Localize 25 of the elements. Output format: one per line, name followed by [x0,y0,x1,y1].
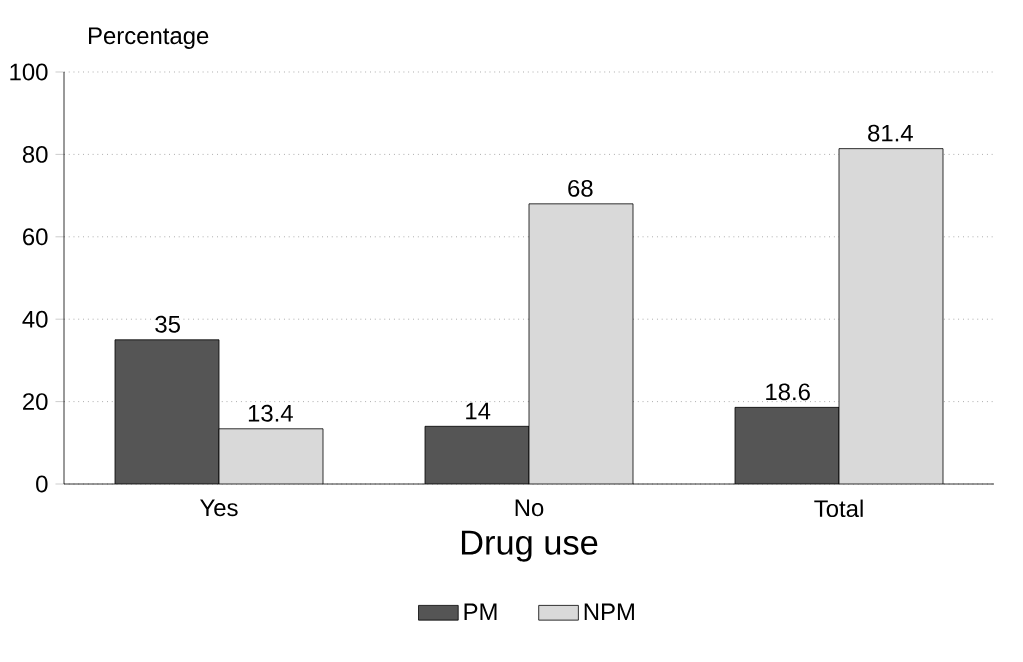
legend-label: NPM [584,603,634,621]
x-tick-label: Yes [200,499,238,517]
y-tick-label: 0 [36,475,48,493]
bar [838,148,944,484]
y-tick-label: 20 [23,393,48,411]
y-tick-label: 60 [23,228,48,246]
legend-label: PM [464,603,497,621]
x-tick-label: No [515,499,544,517]
y-axis-title: Percentage [89,27,209,49]
data-label: 35 [155,315,180,333]
data-label: 81.4 [868,124,913,142]
data-label: 14 [466,402,491,420]
data-label: 13.4 [248,404,293,422]
bar [529,203,634,484]
data-label: 18.6 [766,383,810,401]
data-label: 68 [568,179,593,197]
y-tick-label: 80 [22,145,48,163]
bar [425,426,529,484]
bar [734,406,840,484]
x-axis-title: Drug use [461,530,598,562]
y-tick-label: 100 [10,63,48,81]
x-tick-label: Total [814,499,863,518]
bar [219,428,323,484]
y-tick-label: 40 [22,310,48,328]
bar [115,339,219,484]
